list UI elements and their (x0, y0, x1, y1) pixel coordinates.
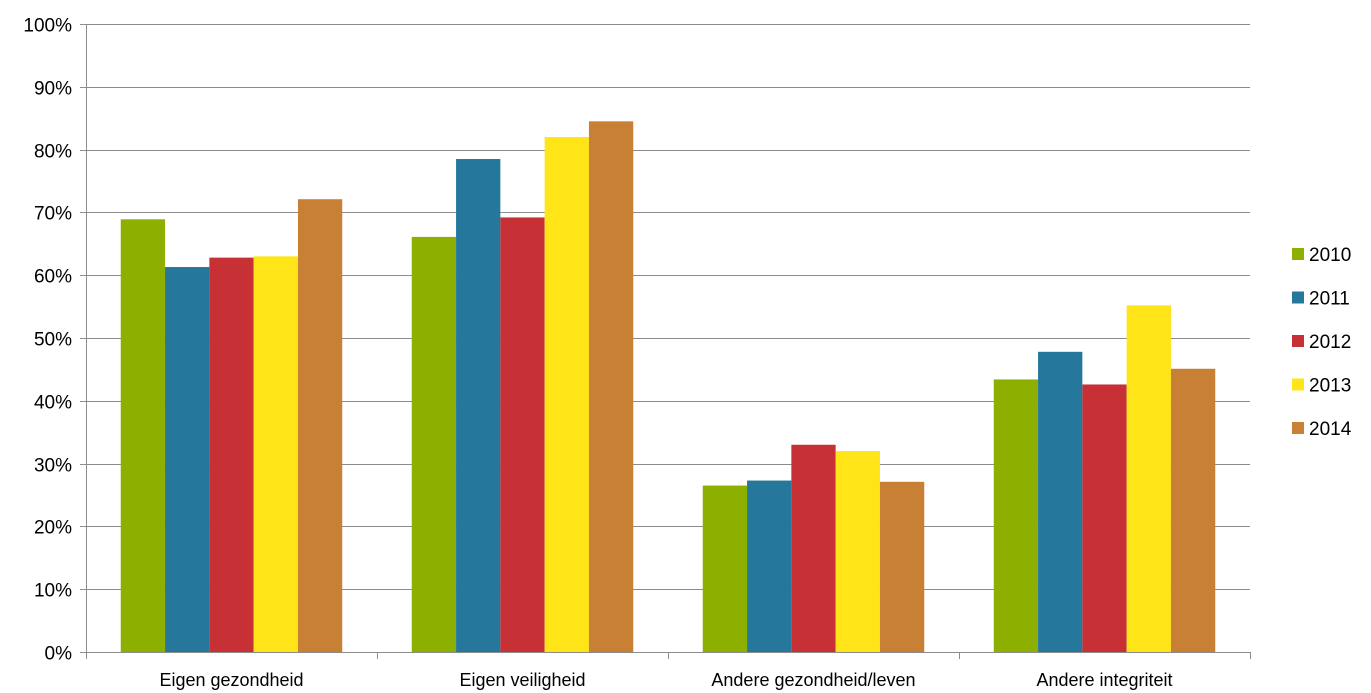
legend-label: 2013 (1309, 376, 1351, 397)
y-axis-tick-labels: 0% 10% 20% 30% 40% 50% 60% 70% 80% 90% 100% (23, 16, 72, 665)
bar-2014 (297, 199, 343, 652)
y-tick-label: 60% (34, 267, 72, 288)
bar-2010 (120, 219, 166, 653)
bar-2011 (1038, 351, 1083, 652)
bar-2013 (835, 451, 880, 652)
y-tick-label: 40% (34, 393, 72, 414)
x-axis-category-labels: Eigen gezondheid Eigen veiligheid Andere g… (159, 670, 1172, 690)
y-tick-label: 50% (34, 330, 72, 351)
x-category-label: Eigen gezondheid (159, 670, 303, 690)
x-category-label: Andere gezondheid/leven (711, 670, 915, 690)
x-category-label: Eigen veiligheid (459, 670, 585, 690)
y-tick-label: 90% (34, 79, 72, 100)
legend-swatch-2013 (1292, 378, 1304, 391)
bar-2012 (500, 217, 545, 652)
legend-swatch-2010 (1292, 248, 1304, 260)
legend-swatch-2014 (1292, 422, 1304, 434)
legend-swatch-2011 (1292, 291, 1304, 304)
bar-2010 (702, 485, 748, 652)
y-tick-label: 20% (34, 518, 72, 539)
legend-label: 2014 (1309, 419, 1352, 440)
bar-2014 (1170, 368, 1216, 652)
bar-2013 (1126, 305, 1171, 652)
y-tick-label: 10% (34, 581, 72, 602)
bar-2014 (879, 481, 925, 652)
bar-2012 (209, 257, 254, 652)
bar-2011 (165, 267, 210, 652)
axes (86, 24, 1251, 659)
legend-label: 2010 (1309, 245, 1351, 266)
bar-2012 (1082, 384, 1127, 652)
bars (120, 121, 1216, 653)
y-tick-label: 0% (45, 644, 73, 665)
bar-2013 (253, 256, 298, 652)
y-tick-label: 30% (34, 456, 72, 477)
bar-2012 (791, 444, 836, 652)
legend-swatch-2012 (1292, 335, 1304, 347)
y-tick-label: 80% (34, 142, 72, 163)
y-tick-label: 70% (34, 204, 72, 225)
bar-2010 (411, 236, 457, 652)
y-tick-label: 100% (23, 16, 72, 37)
bar-2010 (993, 379, 1039, 652)
bar-2013 (544, 137, 589, 653)
bar-2014 (588, 121, 634, 653)
legend-label: 2012 (1309, 332, 1351, 353)
bar-2011 (456, 159, 501, 652)
legend-label: 2011 (1309, 289, 1350, 310)
legend: 2010 2011 2012 2013 2014 (1292, 245, 1352, 440)
x-category-label: Andere integriteit (1036, 670, 1172, 690)
bar-2011 (747, 480, 792, 652)
